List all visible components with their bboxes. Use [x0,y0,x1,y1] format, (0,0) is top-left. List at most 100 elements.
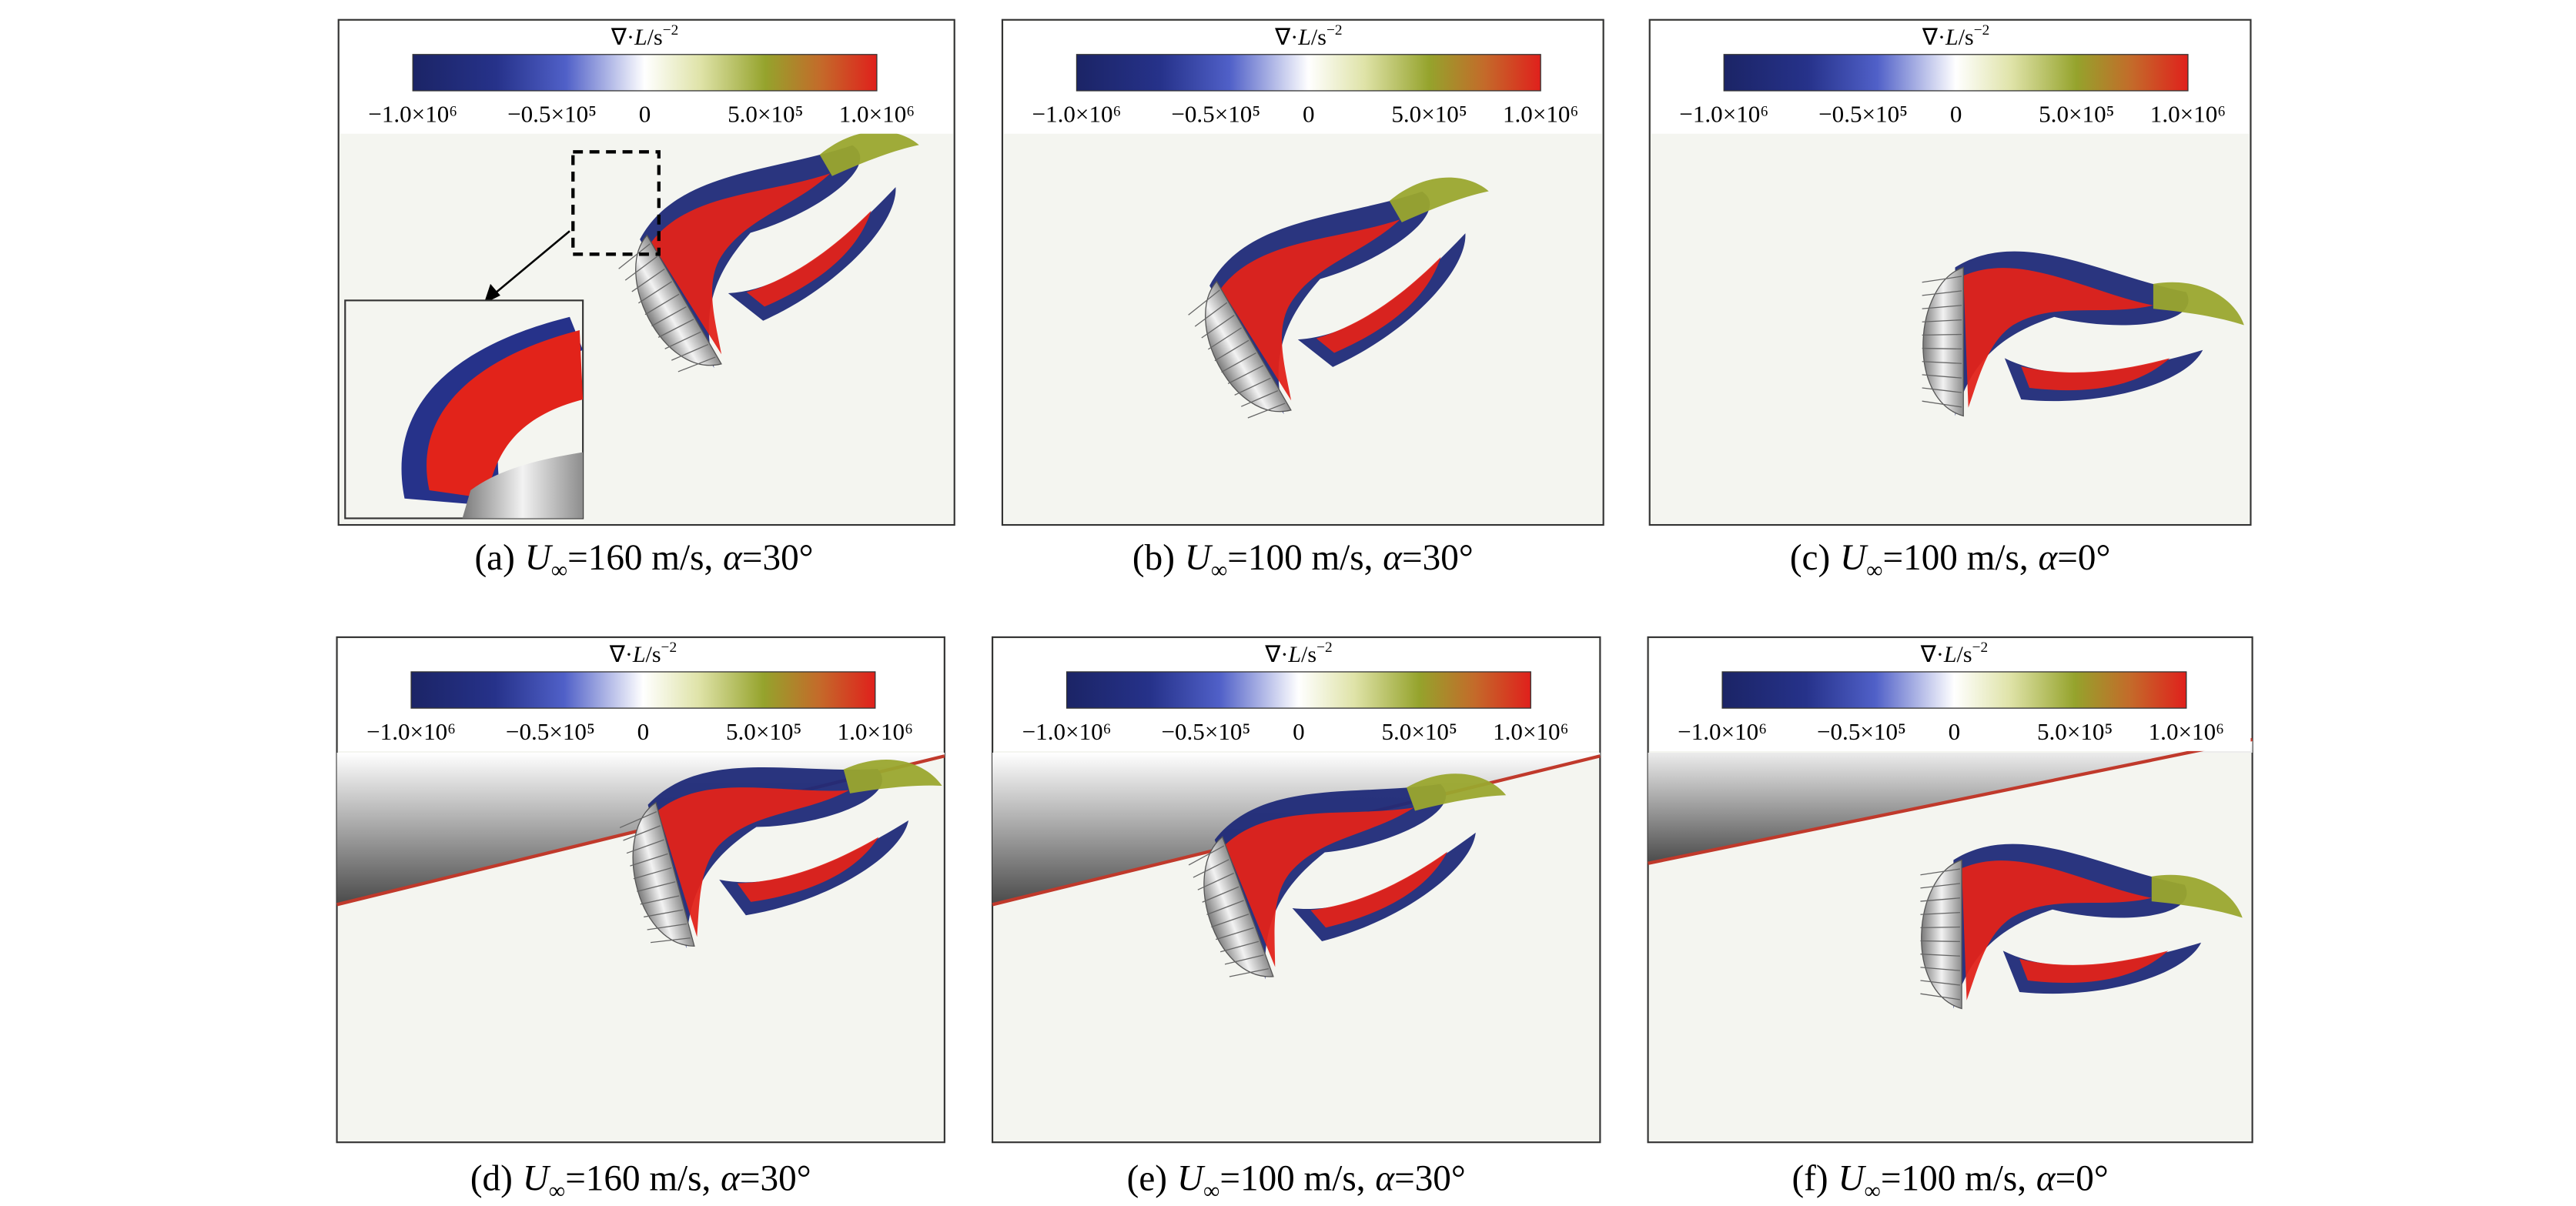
panel: ∇·L/s−2 −1.0×10⁶ −0.5×10⁵ 0 5.0×10⁵ 1.0×10⁶ [1648,18,2252,526]
body-rib [671,343,709,361]
bluff-body [619,801,695,947]
body-rib [1188,845,1225,866]
caption-symbol: U [1838,1158,1866,1198]
colorbar-tick-label: −0.5×10⁵ [1161,718,1250,745]
panel: ∇·L/s−2 −1.0×10⁶ −0.5×10⁵ 0 5.0×10⁵ 1.0×10⁶ [337,18,955,526]
colorbar-label-symbol: L [632,642,646,667]
colorbar-label: ∇·L/s−2 [1922,22,1989,50]
body-rib [1922,333,1962,336]
colorbar-label-prefix: ∇· [1264,642,1288,667]
body-rib [664,331,701,349]
vortex-structure [1310,851,1448,928]
body-rib [631,268,665,292]
caption-angle-symbol: α [1383,538,1403,578]
panel: ∇·L/s−2 −1.0×10⁶ −0.5×10⁵ 0 5.0×10⁵ 1.0×10⁶ [991,636,1601,1144]
colorbar-tick-label: 0 [1303,101,1315,128]
colorbar-tick-label: −1.0×10⁶ [366,718,456,745]
colorbar-tick-label: 1.0×10⁶ [1503,101,1578,128]
body-rib [633,867,672,880]
body-rib [618,243,651,269]
vortex-structure [819,131,919,176]
vortex-structure [1220,219,1400,401]
body-rib [1247,403,1286,419]
body-rib [1211,914,1250,928]
vortex-structure [2151,874,2243,918]
caption-speed: =160 m/s, [567,538,713,578]
wake [1209,177,1489,415]
wake [1953,844,2243,1009]
colorbar-tick-label: −1.0×10⁶ [1678,718,1767,745]
body-rib [1194,302,1228,327]
colorbar-tick-label: −1.0×10⁶ [368,101,457,128]
caption-subscript: ∞ [1865,1178,1881,1204]
body-rib [1221,352,1256,373]
colorbar-tick-label: 5.0×10⁵ [2039,101,2114,128]
body-rib [1206,900,1244,916]
inset-red [427,329,584,499]
caption-label: (e) [1127,1158,1167,1198]
body-rib [1216,927,1254,940]
caption-speed: =160 m/s, [565,1158,711,1198]
body-rib [1922,387,1962,393]
caption-subscript: ∞ [1203,1178,1219,1204]
colorbar-tick-label: 5.0×10⁵ [726,718,801,745]
body-rib [1193,859,1229,878]
body-rib [1241,390,1279,407]
panel-caption: (a) U∞=160 m/s, α=30° [474,538,813,583]
colorbar [412,54,878,92]
colorbar-tick-label: 1.0×10⁶ [2150,101,2226,128]
colorbar-tick-label: 0 [639,101,651,128]
vortex-structure [657,787,849,937]
panel-caption: (d) U∞=160 m/s, α=30° [470,1158,811,1204]
body-rib [1920,967,1961,971]
colorbar-tick-label: −1.0×10⁶ [1022,718,1112,745]
colorbar-label: ∇·L/s−2 [609,640,677,667]
colorbar-tick-label: 0 [1949,718,1961,745]
colorbar-label-prefix: ∇· [1920,642,1944,667]
colorbar-label-prefix: ∇· [609,642,633,667]
caption-label: (b) [1132,538,1175,578]
colorbar-tick-label: −0.5×10⁵ [1818,101,1908,128]
caption-symbol: U [525,538,554,578]
colorbar-label-exponent: −2 [1972,640,1989,656]
zoom-box [571,150,661,256]
panel-caption: (c) U∞=100 m/s, α=0° [1790,538,2111,583]
colorbar-label-unit: /s [1959,25,1974,50]
colorbar-tick-label: 1.0×10⁶ [839,101,915,128]
caption-angle-symbol: α [723,538,743,578]
colorbar-label-exponent: −2 [1974,22,1990,38]
body-shape [1203,836,1274,977]
caption-label: (d) [470,1158,513,1198]
body-shape [1922,266,1964,417]
vortex-structure [1389,177,1489,222]
caption-angle: =30° [740,1158,811,1198]
colorbar-label-prefix: ∇· [611,25,634,50]
body-rib [1920,940,1960,943]
body-rib [1201,315,1235,339]
colorbar-tick-label: −1.0×10⁶ [1679,101,1768,128]
caption-label: (c) [1790,538,1830,578]
body-rib [624,256,658,281]
body-rib [619,811,657,829]
body-rib [1922,276,1962,283]
bluff-body [1922,266,1964,417]
colorbar-label: ∇·L/s−2 [611,22,678,50]
body-rib [1229,968,1270,977]
body-rib [1920,926,1960,929]
vortex-structure [2153,282,2244,326]
body-rib [647,923,687,930]
body-rib [1922,319,1962,322]
colorbar-label-unit: /s [1957,642,1972,667]
vortex-structure [1316,256,1441,353]
panel-caption: (b) U∞=100 m/s, α=30° [1132,538,1474,583]
body-rib [1922,374,1962,379]
body-rib [637,881,676,892]
panel-caption: (f) U∞=100 m/s, α=0° [1791,1158,2108,1204]
caption-symbol: U [1177,1158,1206,1198]
caption-angle: =30° [742,538,814,578]
colorbar-label-symbol: L [1297,25,1311,50]
caption-symbol: U [523,1158,551,1198]
vortex-structure [746,210,871,307]
caption-symbol: U [1185,538,1213,578]
